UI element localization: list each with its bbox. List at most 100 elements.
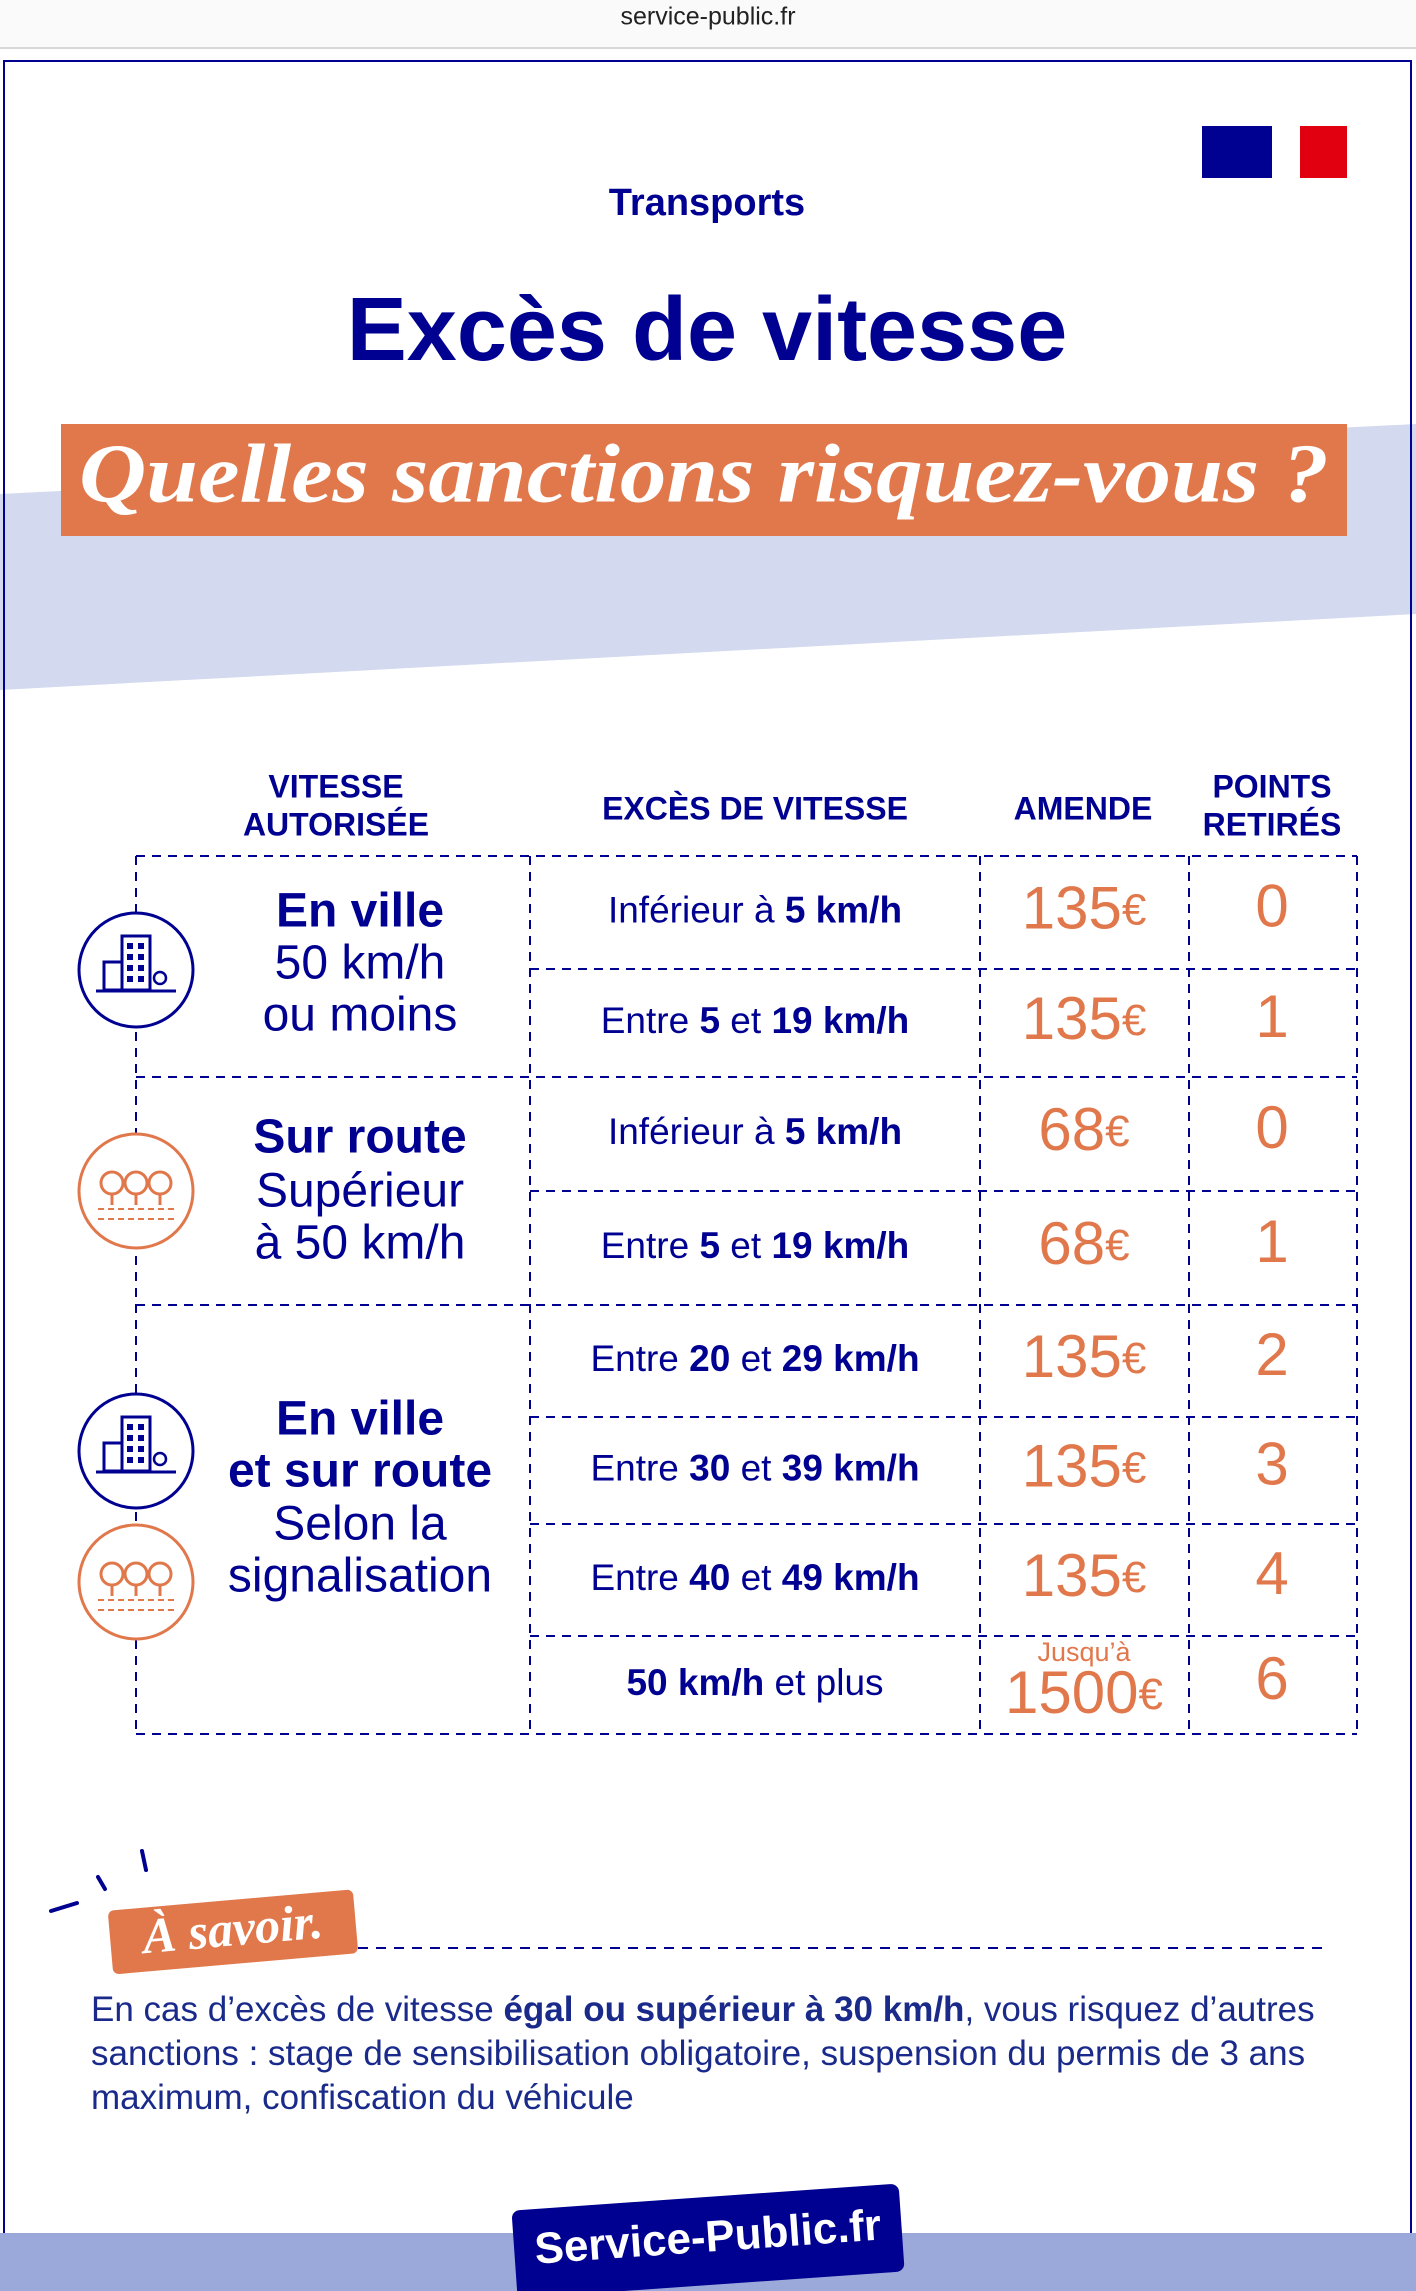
points: 0 [1255, 872, 1288, 939]
speed-zone: Supérieur [256, 1165, 464, 1218]
speed-zone: signalisation [228, 1550, 492, 1603]
speed-zone: 50 km/h [275, 937, 446, 990]
speed-zone: En ville [276, 1393, 444, 1446]
excess: 50 km/h et plus [626, 1662, 883, 1703]
excess: Inférieur à 5 km/h [608, 889, 902, 930]
fine: 1500€ [1005, 1659, 1163, 1726]
spark [49, 1901, 79, 1913]
text-segment: 49 km/h [782, 1557, 920, 1598]
text-segment: 5 km/h [785, 1111, 902, 1152]
window [138, 1446, 144, 1452]
fine-amount: 135 [1022, 1323, 1122, 1390]
excess: Entre 20 et 29 km/h [590, 1338, 919, 1379]
text-segment: 30 [689, 1447, 730, 1488]
fine-amount: 135 [1022, 874, 1122, 941]
fine-currency: € [1105, 1221, 1129, 1270]
browser-bar [0, 0, 1416, 48]
fine-prefix: Jusqu’à [1037, 1637, 1131, 1667]
excess: Entre 5 et 19 km/h [601, 1000, 910, 1041]
fine-amount: 68 [1038, 1096, 1105, 1163]
text-segment: Entre [601, 1225, 700, 1266]
fine: 135€ [1022, 1542, 1147, 1609]
points: 0 [1255, 1094, 1288, 1161]
spark [96, 1875, 107, 1891]
window [127, 1435, 133, 1441]
spark [140, 1849, 148, 1872]
speed-zone: Sur route [253, 1111, 466, 1164]
flag-blue [1202, 126, 1272, 178]
column-header: EXCÈS DE VITESSE [602, 790, 908, 826]
speed-zone: et sur route [228, 1445, 492, 1498]
points: 3 [1255, 1430, 1288, 1497]
window [138, 1424, 144, 1430]
flag-white [1272, 126, 1300, 178]
window [138, 976, 144, 982]
text-segment: Entre [601, 1000, 700, 1041]
flag-red [1300, 126, 1347, 178]
text-segment: 5 [699, 1225, 720, 1266]
note-segment: En cas d’excès de vitesse [91, 1990, 504, 2029]
excess: Entre 30 et 39 km/h [590, 1447, 919, 1488]
city-icon [77, 911, 195, 1029]
speed-zone: à 50 km/h [255, 1217, 466, 1270]
window [127, 976, 133, 982]
fine-currency: € [1122, 885, 1146, 934]
fine-amount: 68 [1038, 1210, 1105, 1277]
fine-currency: € [1122, 996, 1146, 1045]
fine-currency: € [1105, 1107, 1129, 1156]
text-segment: et [730, 1338, 781, 1379]
speed-zone: ou moins [263, 989, 458, 1042]
road-icon [77, 1132, 195, 1250]
speed-zone: En ville [276, 885, 444, 938]
text-segment: et [720, 1225, 771, 1266]
category: Transports [609, 182, 805, 224]
text-segment: 20 [689, 1338, 730, 1379]
fine-amount: 135 [1022, 985, 1122, 1052]
window [138, 943, 144, 949]
excess: Entre 40 et 49 km/h [590, 1557, 919, 1598]
speed-zone: Selon la [273, 1498, 447, 1551]
column-header: RETIRÉS [1203, 806, 1342, 842]
footer-logo[interactable]: Service-Public.fr [511, 2184, 905, 2291]
road-icon [77, 1523, 195, 1641]
url[interactable]: service-public.fr [620, 3, 795, 31]
fine-currency: € [1122, 1334, 1146, 1383]
window [138, 1435, 144, 1441]
window [138, 954, 144, 960]
column-header: VITESSE [268, 768, 403, 804]
column-header: AUTORISÉE [243, 806, 429, 842]
text-segment: 50 km/h [626, 1662, 764, 1703]
excess: Inférieur à 5 km/h [608, 1111, 902, 1152]
icon-circle [77, 911, 195, 1029]
points: 1 [1255, 983, 1288, 1050]
window [127, 1446, 133, 1452]
title: Excès de vitesse [347, 280, 1068, 380]
text-segment: Entre [590, 1557, 689, 1598]
fine: 68€ [1038, 1210, 1129, 1277]
text-segment: Inférieur à [608, 1111, 785, 1152]
fine: 135€ [1022, 874, 1147, 941]
tree [152, 970, 168, 986]
frame [3, 60, 1412, 2291]
fine-currency: € [1122, 1443, 1146, 1492]
window [127, 1457, 133, 1463]
fine-amount: 135 [1022, 1542, 1122, 1609]
fine-currency: € [1139, 1670, 1163, 1719]
text-segment: 19 km/h [771, 1225, 909, 1266]
city-icon [77, 1392, 195, 1510]
text-segment: et [730, 1557, 781, 1598]
column-header: POINTS [1212, 768, 1331, 804]
excess: Entre 5 et 19 km/h [601, 1225, 910, 1266]
points: 2 [1255, 1321, 1288, 1388]
subtitle-banner [61, 424, 1347, 536]
window [127, 965, 133, 971]
flag [1202, 126, 1347, 178]
icon-circle [77, 1132, 195, 1250]
tree [152, 1451, 168, 1467]
note-segment: égal ou supérieur à 30 km/h [503, 1990, 965, 2029]
text-segment: 40 [689, 1557, 730, 1598]
column-header: AMENDE [1014, 790, 1153, 826]
points: 1 [1255, 1208, 1288, 1275]
